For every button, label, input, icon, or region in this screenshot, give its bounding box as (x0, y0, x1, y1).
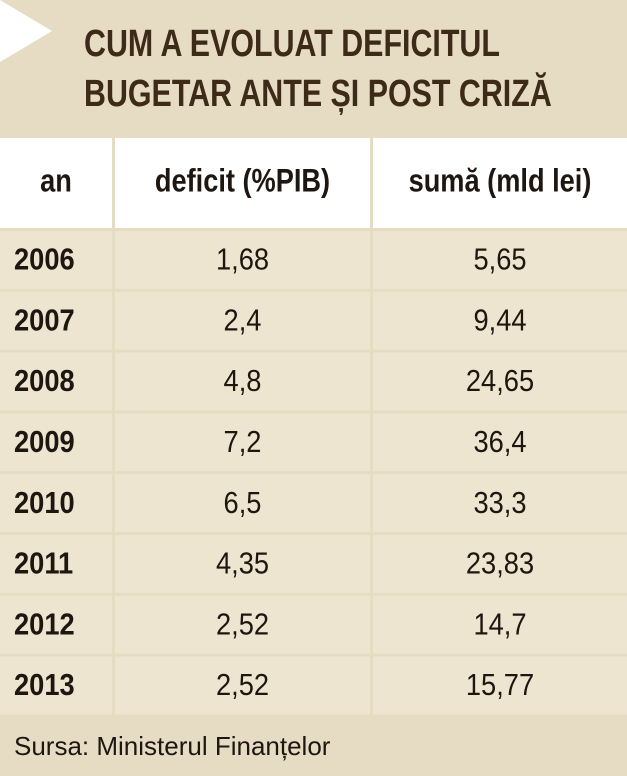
column-header: deficit (%PIB) (155, 163, 330, 199)
value-cell: 24,65 (466, 365, 534, 399)
table: an deficit (%PIB) sumă (mld lei) 2006 1,68 5,… (0, 138, 627, 715)
value-cell: 4,8 (224, 365, 262, 399)
value-cell: 15,77 (466, 669, 534, 703)
cell (115, 231, 370, 289)
value-cell: 2,52 (216, 608, 269, 642)
value-cell: 9,44 (473, 304, 526, 338)
column-header: an (40, 163, 72, 199)
cell (373, 231, 627, 289)
cell (115, 352, 370, 411)
value-cell: 6,5 (224, 486, 262, 520)
cell (0, 231, 112, 289)
value-cell: 23,83 (466, 547, 534, 581)
cell (373, 474, 627, 532)
cell (115, 291, 370, 350)
value-cell: 14,7 (473, 608, 526, 642)
year-cell: 2011 (14, 547, 73, 581)
cell (0, 474, 112, 532)
value-cell: 7,2 (224, 425, 262, 459)
value-cell: 2,4 (224, 304, 262, 338)
cell (0, 595, 112, 654)
header-cell (373, 138, 627, 228)
value-cell: 2,52 (216, 669, 269, 703)
title: CUM A EVOLUAT DEFICITUL BUGETAR ANTE ȘI P… (84, 23, 552, 115)
cell (115, 595, 370, 654)
column-header: sumă (mld lei) (409, 163, 592, 199)
source: Sursa: Ministerul Finanțelor (14, 731, 331, 761)
cell (0, 291, 112, 350)
cell (115, 535, 370, 593)
title-line: BUGETAR ANTE ȘI POST CRIZĂ (84, 72, 552, 115)
value-cell: 1,68 (216, 243, 269, 277)
header-cell (115, 138, 370, 228)
cell (373, 656, 627, 715)
year-cell: 2006 (14, 243, 75, 277)
year-cell: 2008 (14, 365, 75, 399)
cell (0, 352, 112, 411)
cell (0, 656, 112, 715)
cell (373, 352, 627, 411)
cell (115, 474, 370, 532)
cell (0, 413, 112, 472)
value-cell: 5,65 (473, 243, 526, 277)
year-cell: 2007 (14, 304, 75, 338)
arrow-icon (0, 0, 52, 62)
cell (373, 535, 627, 593)
header-cell (0, 138, 112, 228)
cell (115, 413, 370, 472)
value-cell: 36,4 (473, 425, 526, 459)
cell (373, 291, 627, 350)
cell (373, 595, 627, 654)
year-cell: 2010 (14, 486, 75, 520)
value-cell: 4,35 (216, 547, 269, 581)
title-line: CUM A EVOLUAT DEFICITUL (84, 23, 500, 65)
cell (115, 656, 370, 715)
cell (0, 535, 112, 593)
value-cell: 33,3 (473, 486, 526, 520)
year-cell: 2013 (14, 669, 75, 703)
cell (373, 413, 627, 472)
year-cell: 2012 (14, 608, 75, 642)
year-cell: 2009 (14, 425, 75, 459)
